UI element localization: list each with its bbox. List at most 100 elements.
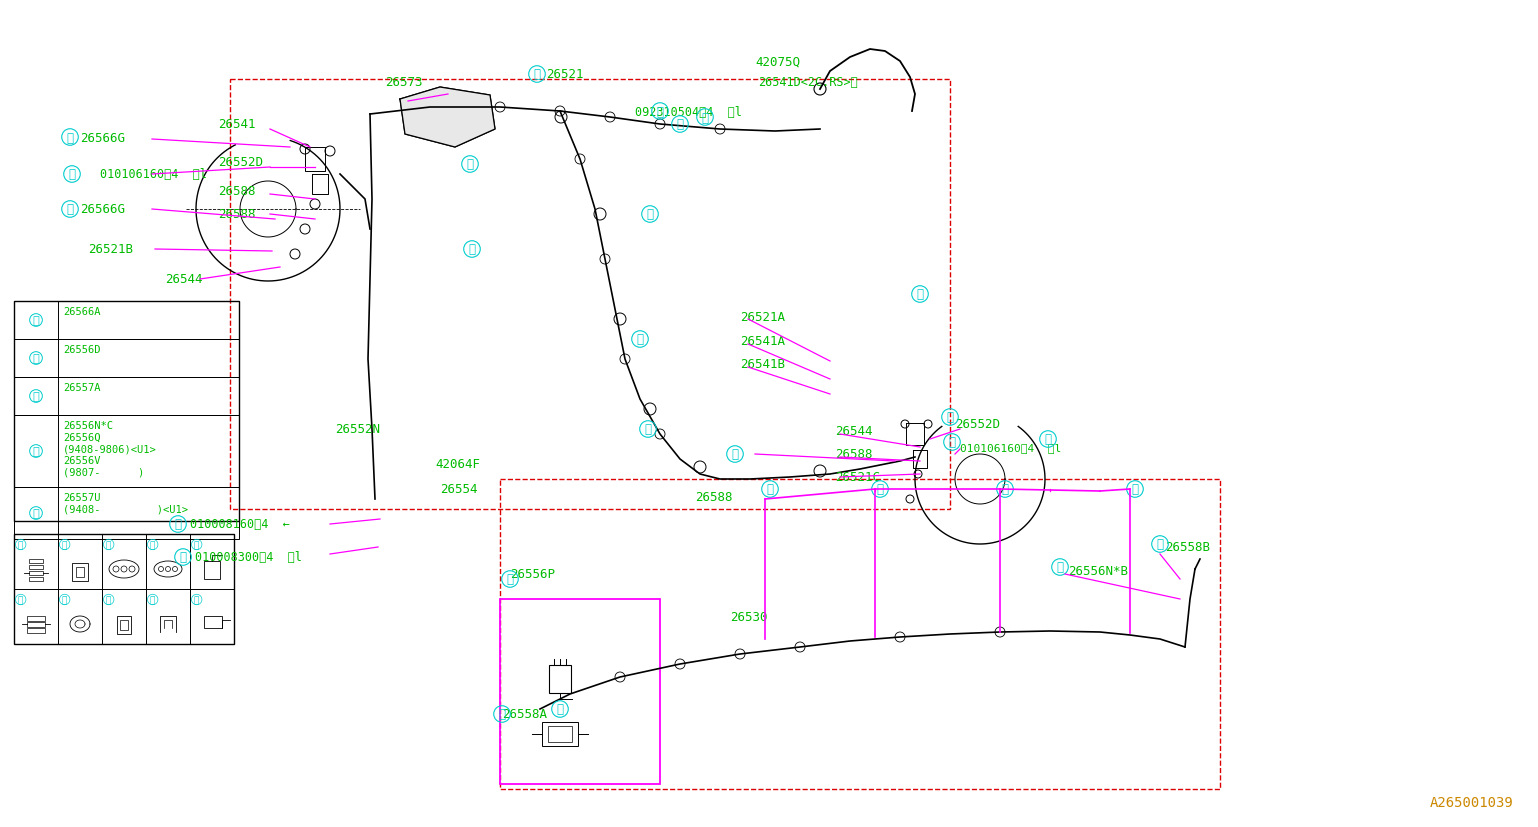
Text: ④: ④ bbox=[151, 540, 155, 549]
Text: 26552D: 26552D bbox=[955, 418, 1000, 431]
Text: ②: ② bbox=[62, 540, 68, 549]
Bar bbox=[500, 480, 1220, 789]
Text: 26557A: 26557A bbox=[63, 383, 100, 393]
Bar bbox=[14, 534, 234, 644]
Bar bbox=[205, 562, 220, 579]
Bar bbox=[14, 340, 238, 378]
Text: ④: ④ bbox=[498, 708, 506, 720]
Bar bbox=[58, 534, 102, 590]
Text: Ⓑ: Ⓑ bbox=[180, 551, 186, 564]
Text: 26552D: 26552D bbox=[218, 155, 263, 169]
Text: ⑧: ⑧ bbox=[534, 69, 540, 81]
Text: 010106160且4  ？l: 010106160且4 ？l bbox=[100, 169, 208, 181]
Text: ⑦: ⑦ bbox=[62, 595, 68, 605]
Bar bbox=[549, 665, 571, 693]
Text: 26544: 26544 bbox=[165, 273, 203, 286]
Bar bbox=[102, 590, 146, 644]
Bar bbox=[58, 590, 102, 644]
Text: 26521: 26521 bbox=[546, 69, 583, 81]
Text: ⑧: ⑧ bbox=[106, 595, 111, 605]
Bar bbox=[28, 616, 45, 621]
Text: 26557U
(9408-         )<U1>: 26557U (9408- )<U1> bbox=[63, 492, 188, 514]
Text: ⑦: ⑦ bbox=[32, 354, 40, 364]
Text: ⑨: ⑨ bbox=[466, 158, 474, 171]
Bar bbox=[146, 590, 191, 644]
Text: ⑩: ⑩ bbox=[194, 595, 200, 605]
Text: ⑨: ⑨ bbox=[151, 595, 155, 605]
Text: 26541A: 26541A bbox=[740, 335, 784, 348]
Text: ⑦: ⑦ bbox=[644, 423, 652, 436]
Text: ①: ① bbox=[766, 483, 774, 496]
Text: ③: ③ bbox=[1157, 538, 1164, 551]
Text: ⑩: ⑩ bbox=[946, 411, 954, 424]
Bar bbox=[120, 620, 128, 630]
Text: 26566G: 26566G bbox=[80, 131, 125, 145]
Bar bbox=[102, 534, 146, 590]
Bar bbox=[14, 302, 238, 340]
Text: ⑦: ⑦ bbox=[646, 208, 654, 222]
Text: 26541D<2C.RS>、: 26541D<2C.RS>、 bbox=[758, 75, 858, 88]
Polygon shape bbox=[400, 88, 495, 148]
Text: ⑦: ⑦ bbox=[701, 112, 709, 124]
Text: 26556N*C
26556Q
(9408-9806)<U1>
26556V
(9807-      ): 26556N*C 26556Q (9408-9806)<U1> 26556V (… bbox=[63, 420, 157, 477]
Bar bbox=[14, 302, 238, 521]
Text: ⑥: ⑥ bbox=[18, 595, 23, 605]
Text: 092310504且4  ？l: 092310504且4 ？l bbox=[635, 105, 741, 118]
Bar bbox=[14, 590, 58, 644]
Bar bbox=[14, 534, 58, 590]
Text: Ⓑ: Ⓑ bbox=[174, 518, 181, 531]
Bar bbox=[500, 600, 660, 784]
Text: 26556D: 26556D bbox=[63, 345, 100, 355]
Bar bbox=[14, 487, 238, 539]
Bar bbox=[231, 80, 950, 509]
Text: 26588: 26588 bbox=[218, 185, 255, 198]
Bar bbox=[72, 563, 88, 581]
Text: ⑤: ⑤ bbox=[194, 540, 200, 549]
Text: ⑨: ⑨ bbox=[32, 447, 40, 457]
Bar bbox=[14, 378, 238, 415]
Text: 26521A: 26521A bbox=[740, 311, 784, 324]
Bar bbox=[28, 629, 45, 633]
Text: 26588: 26588 bbox=[835, 448, 872, 461]
Text: 010008300且4  ？l: 010008300且4 ？l bbox=[195, 551, 301, 564]
Text: Ⓑ: Ⓑ bbox=[1044, 433, 1052, 446]
Text: 26566G: 26566G bbox=[80, 203, 125, 216]
Text: ②: ② bbox=[1057, 561, 1064, 574]
Text: ⑩: ⑩ bbox=[66, 131, 74, 145]
Bar bbox=[191, 590, 234, 644]
Text: ①: ① bbox=[877, 483, 883, 496]
Text: ①: ① bbox=[557, 703, 563, 715]
Bar bbox=[548, 726, 572, 742]
Text: 26566A: 26566A bbox=[63, 307, 100, 317]
Text: 26530: 26530 bbox=[731, 611, 767, 624]
Text: 26558A: 26558A bbox=[501, 708, 548, 720]
Text: ⑩: ⑩ bbox=[32, 509, 40, 519]
Bar bbox=[205, 616, 221, 629]
Text: ①: ① bbox=[1001, 483, 1009, 496]
Text: 26556P: 26556P bbox=[511, 568, 555, 581]
Text: ①: ① bbox=[1132, 483, 1138, 496]
Bar bbox=[191, 534, 234, 590]
Text: ①: ① bbox=[18, 540, 23, 549]
Text: ①: ① bbox=[32, 316, 40, 326]
Text: 26521C: 26521C bbox=[835, 471, 880, 484]
Bar bbox=[117, 616, 131, 634]
Text: 26588: 26588 bbox=[695, 491, 732, 504]
Text: 26556N*B: 26556N*B bbox=[1067, 565, 1127, 578]
Text: 42075Q: 42075Q bbox=[755, 55, 800, 69]
Bar bbox=[75, 567, 85, 577]
Text: Ⓑ: Ⓑ bbox=[68, 169, 75, 181]
Text: 26554: 26554 bbox=[440, 483, 477, 496]
Bar bbox=[28, 622, 45, 627]
Text: ⑤: ⑤ bbox=[506, 573, 514, 586]
Text: 26544: 26544 bbox=[835, 425, 872, 438]
Text: ⑩: ⑩ bbox=[677, 118, 683, 131]
Bar bbox=[14, 415, 238, 487]
Text: ⑦: ⑦ bbox=[657, 105, 663, 118]
Text: 010106160且4  ？l: 010106160且4 ？l bbox=[960, 442, 1061, 452]
Text: 26541: 26541 bbox=[218, 118, 255, 131]
Text: 26558B: 26558B bbox=[1164, 541, 1210, 554]
Text: ⑧: ⑧ bbox=[917, 288, 923, 301]
Text: ⑩: ⑩ bbox=[66, 203, 74, 216]
Bar bbox=[29, 559, 43, 563]
